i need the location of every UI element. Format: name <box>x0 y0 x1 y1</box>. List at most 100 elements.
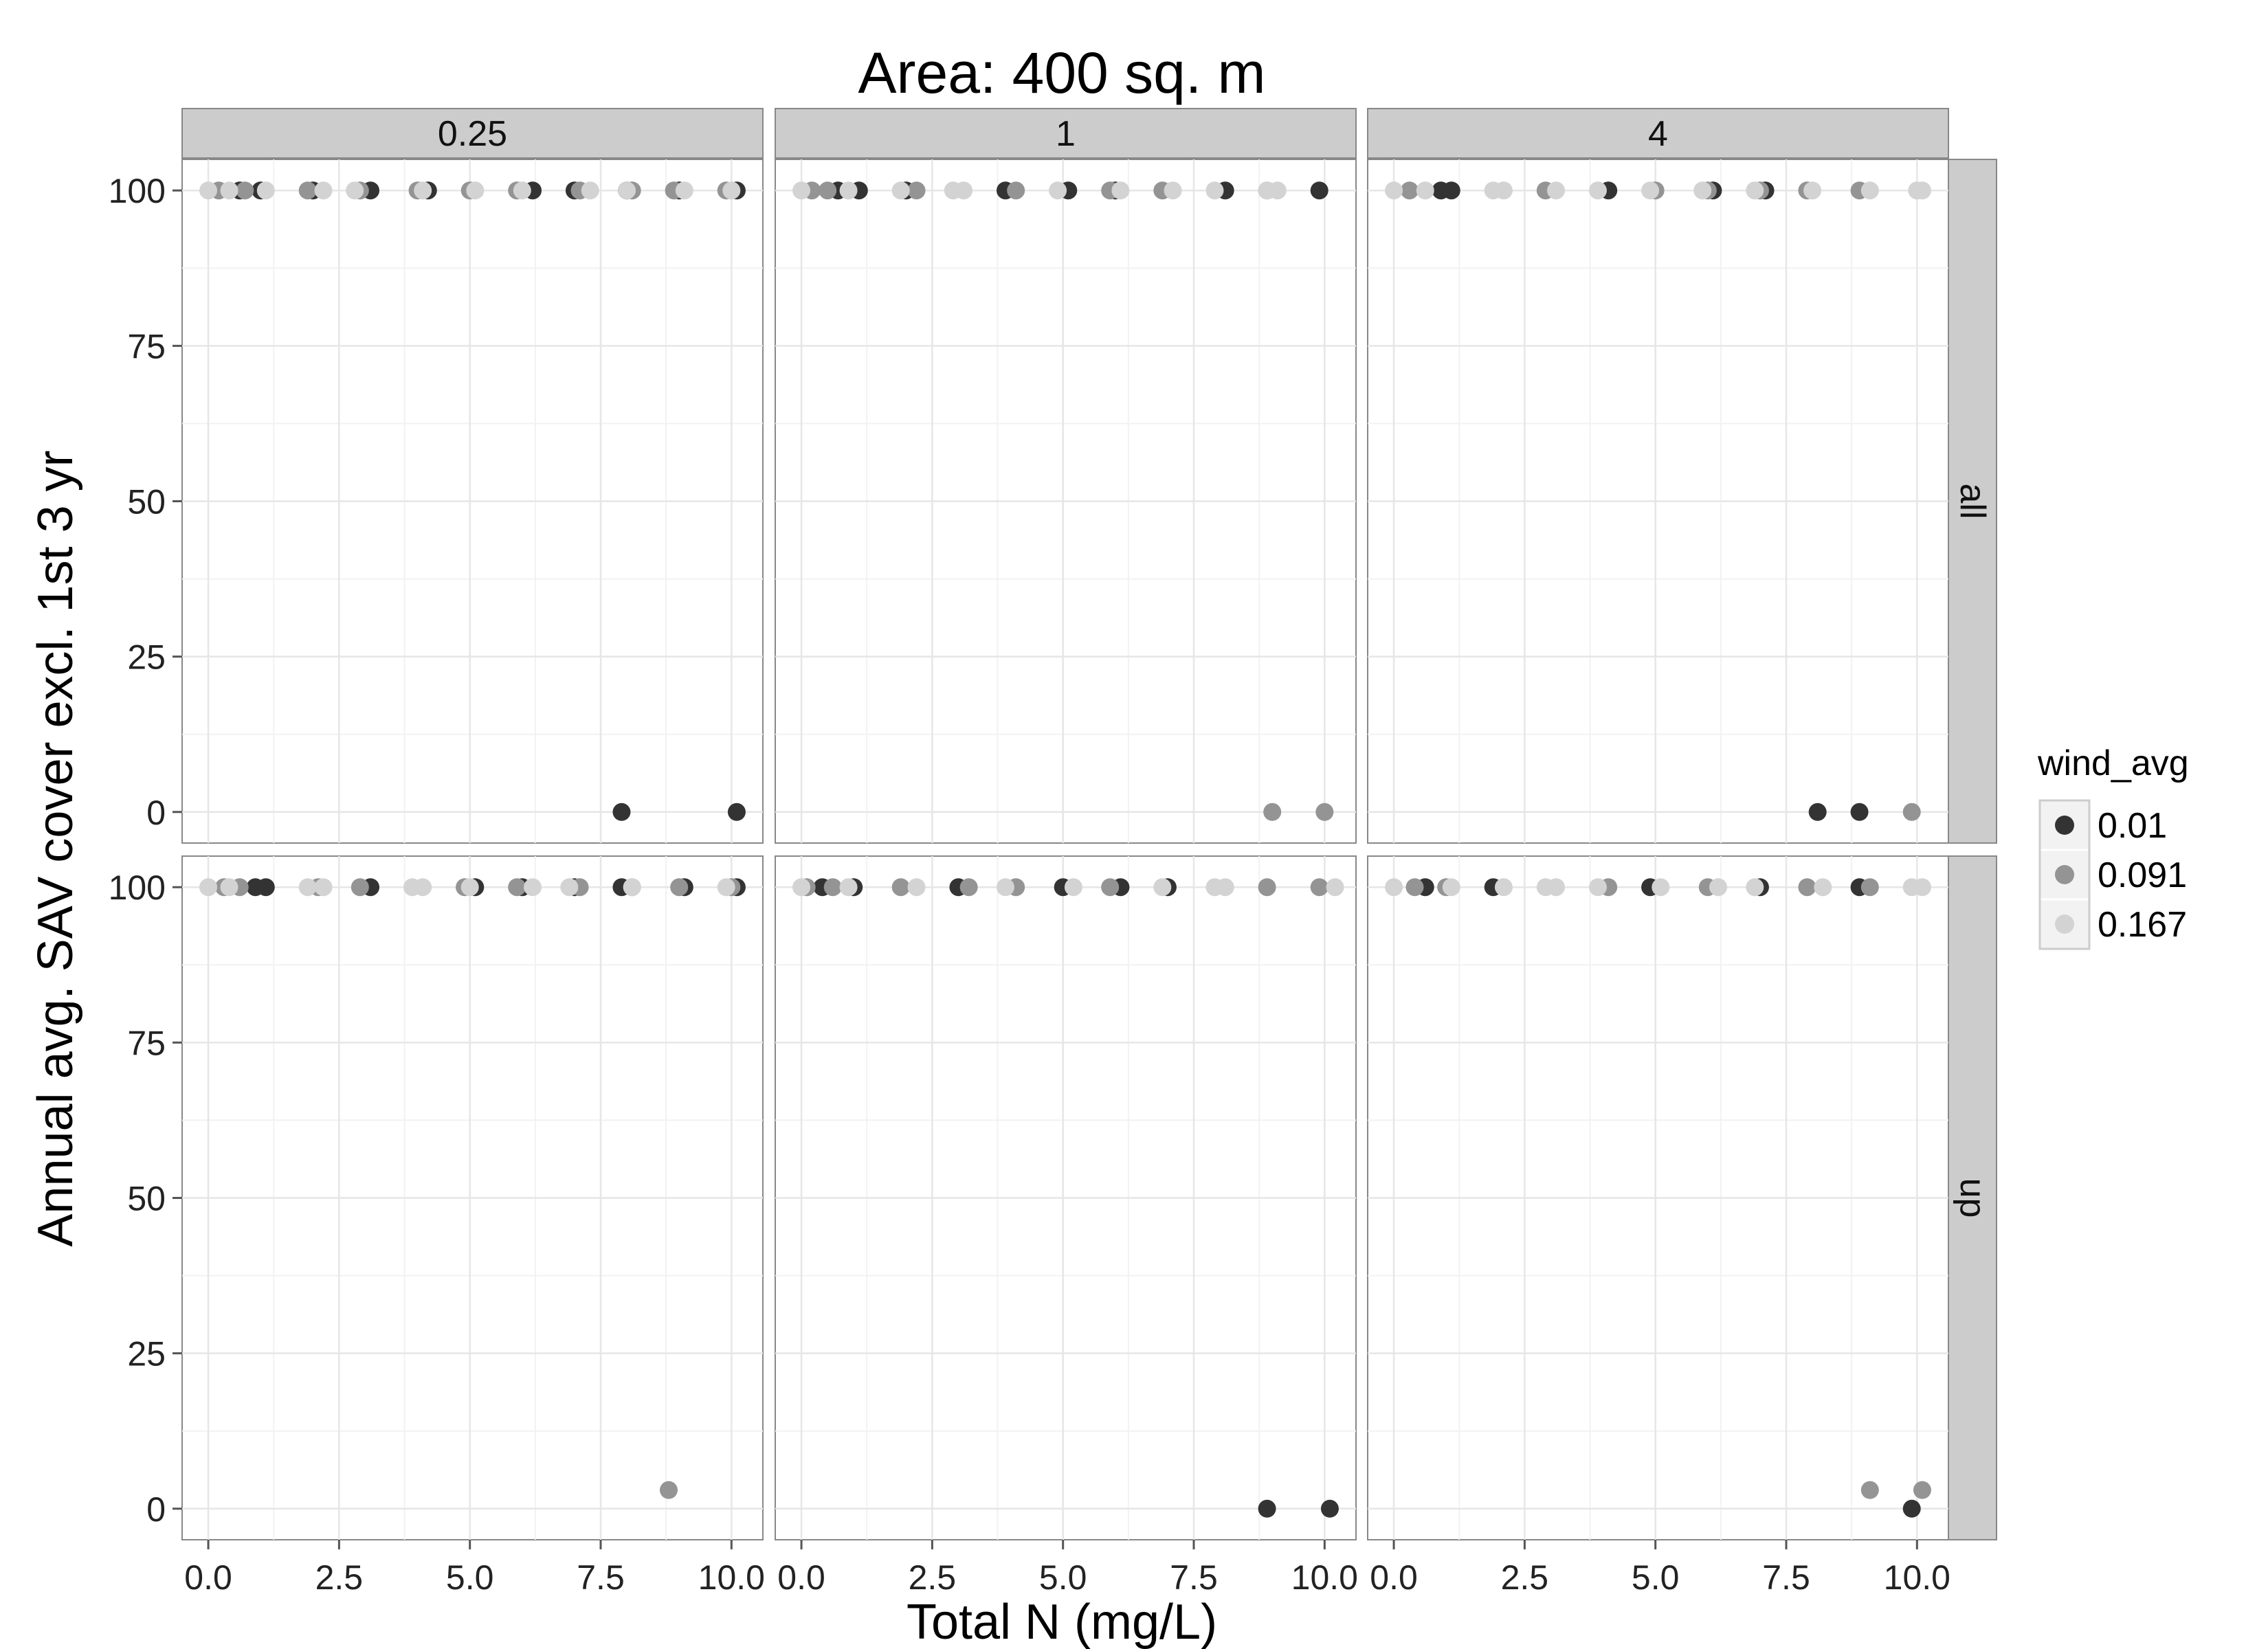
data-point <box>256 181 275 200</box>
data-point <box>1746 878 1764 897</box>
data-point <box>581 181 599 200</box>
data-point <box>1860 181 1879 200</box>
data-point <box>524 878 542 897</box>
data-point <box>298 878 317 897</box>
data-point <box>1798 878 1816 897</box>
x-tick-label: 7.5 <box>577 1558 625 1597</box>
legend: wind_avg 0.01 0.091 0.167 <box>2037 743 2189 950</box>
data-point <box>1405 878 1424 897</box>
data-point <box>1850 803 1869 821</box>
x-tick-label: 7.5 <box>1170 1558 1218 1597</box>
data-point <box>623 878 641 897</box>
y-tick-label: 25 <box>127 638 166 677</box>
facet-strip-row <box>1946 855 1997 1540</box>
x-tick-label: 5.0 <box>1039 1558 1087 1597</box>
data-point <box>1385 878 1403 897</box>
data-point <box>1494 181 1513 200</box>
facet-strip-row-label: up <box>1953 1178 1992 1218</box>
facet-strip-col-label: 4 <box>1648 114 1668 154</box>
legend-label: 0.01 <box>2098 806 2167 846</box>
facet-strip-row-label: all <box>1953 483 1992 519</box>
x-tick-label: 10.0 <box>698 1558 765 1597</box>
y-tick-label: 75 <box>127 327 166 366</box>
data-point <box>1320 1499 1339 1518</box>
x-tick-label: 5.0 <box>446 1558 494 1597</box>
data-point <box>670 878 689 897</box>
y-tick-label: 50 <box>127 1180 166 1218</box>
data-point <box>1111 181 1130 200</box>
data-point <box>1902 803 1921 821</box>
y-tick-label: 0 <box>146 1490 166 1529</box>
facet-panel <box>181 159 764 844</box>
data-point <box>907 878 926 897</box>
x-tick-label: 10.0 <box>1291 1558 1358 1597</box>
x-axis-title: Total N (mg/L) <box>907 1595 1217 1649</box>
data-point <box>839 878 858 897</box>
data-point <box>1268 181 1287 200</box>
data-point <box>659 1481 678 1499</box>
data-point <box>351 878 369 897</box>
data-point <box>823 878 842 897</box>
data-point <box>1153 878 1172 897</box>
facet-panel <box>181 855 764 1540</box>
data-point <box>1101 878 1120 897</box>
data-point <box>1310 181 1328 200</box>
data-point <box>1588 878 1607 897</box>
facet-panel <box>775 159 1357 844</box>
data-point <box>1652 878 1670 897</box>
facet-strip-row <box>1946 159 1997 844</box>
data-point <box>236 181 254 200</box>
legend-label: 0.091 <box>2098 855 2187 895</box>
facet-panel <box>775 855 1357 1540</box>
data-point <box>346 181 364 200</box>
data-point <box>792 181 811 200</box>
facet-strip-col <box>1367 108 1949 159</box>
facet-panels: 0.25 1 4 all up 0 25 50 75 100 0 25 50 75 100 0.0 2.5 5.0… <box>109 108 1997 1597</box>
data-point <box>1258 1499 1276 1518</box>
y-axis-title: Annual avg. SAV cover excl. 1st 3 yr <box>28 450 83 1246</box>
facet-panel <box>1367 855 1949 1540</box>
data-point <box>1205 181 1224 200</box>
data-point <box>1860 1481 1879 1499</box>
data-point <box>819 181 837 200</box>
data-point <box>1258 878 1276 897</box>
data-point <box>1164 181 1182 200</box>
x-tick-label: 0.0 <box>184 1558 232 1597</box>
data-point <box>1913 181 1931 200</box>
data-point <box>1808 803 1827 821</box>
data-point <box>199 878 218 897</box>
chart-title: Area: 400 sq. m <box>858 41 1266 105</box>
data-point <box>1913 1481 1931 1499</box>
data-point <box>792 878 811 897</box>
data-point <box>298 181 317 200</box>
legend-swatch <box>2055 865 2074 884</box>
data-point <box>460 878 479 897</box>
legend-swatch <box>2055 915 2074 934</box>
x-tick-label: 7.5 <box>1762 1558 1810 1597</box>
data-point <box>1442 181 1460 200</box>
x-tick-label: 0.0 <box>777 1558 825 1597</box>
data-point <box>1588 181 1607 200</box>
data-point <box>955 181 973 200</box>
data-point <box>466 181 485 200</box>
legend-title: wind_avg <box>2037 743 2189 783</box>
data-point <box>1385 181 1403 200</box>
data-point <box>1400 181 1419 200</box>
data-point <box>1547 878 1566 897</box>
data-point <box>1913 878 1931 897</box>
data-point <box>675 181 693 200</box>
data-point <box>891 878 910 897</box>
data-point <box>1746 181 1764 200</box>
facet-strip-col-label: 0.25 <box>438 114 507 154</box>
data-point <box>907 181 926 200</box>
y-tick-label: 75 <box>127 1024 166 1062</box>
data-point <box>560 878 579 897</box>
data-point <box>618 181 636 200</box>
data-point <box>717 878 735 897</box>
data-point <box>727 803 746 821</box>
data-point <box>220 181 238 200</box>
y-tick-label: 100 <box>109 172 166 210</box>
data-point <box>1803 181 1822 200</box>
data-point <box>314 878 333 897</box>
data-point <box>996 878 1014 897</box>
